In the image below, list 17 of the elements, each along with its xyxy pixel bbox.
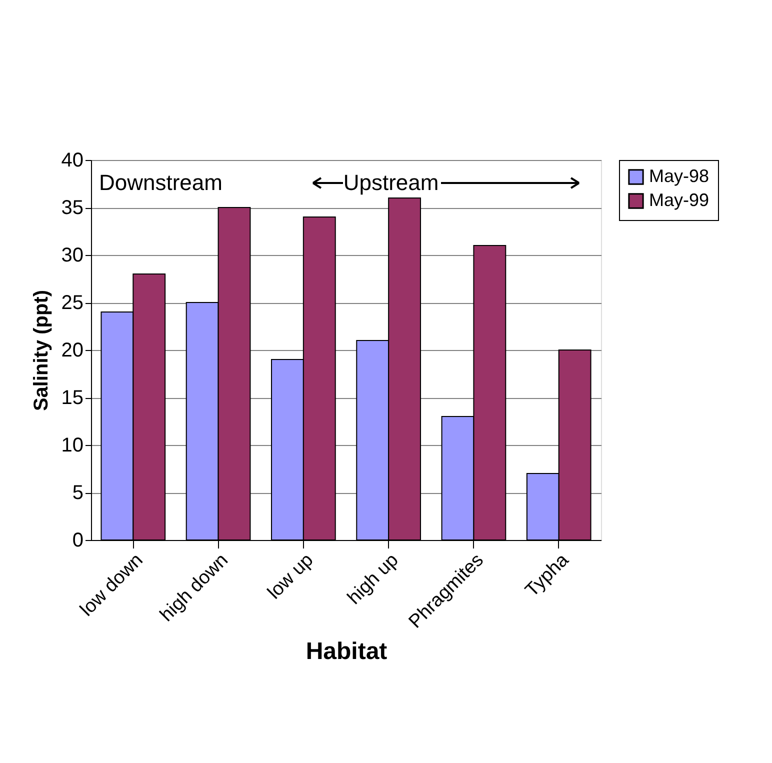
- y-tick-label: 10: [61, 434, 84, 456]
- y-tick-label: 0: [72, 530, 84, 552]
- x-tick-label: low up: [264, 550, 318, 604]
- y-tick-label: 35: [61, 197, 84, 219]
- annotation: Downstream: [99, 170, 222, 195]
- legend-label: May-99: [649, 190, 710, 210]
- y-tick-label: 40: [61, 150, 84, 172]
- y-tick-label: 25: [61, 292, 84, 314]
- y-tick-label: 30: [61, 244, 84, 266]
- legend-label: May-98: [649, 166, 710, 186]
- y-tick-label: 5: [72, 482, 84, 504]
- y-axis-title: Salinity (ppt): [30, 290, 52, 412]
- y-tick-label: 15: [61, 387, 84, 409]
- x-tick-label: high up: [344, 550, 403, 609]
- annotation: Upstream: [343, 170, 439, 195]
- x-axis-title: Habitat: [306, 638, 388, 665]
- y-tick-label: 20: [61, 340, 84, 362]
